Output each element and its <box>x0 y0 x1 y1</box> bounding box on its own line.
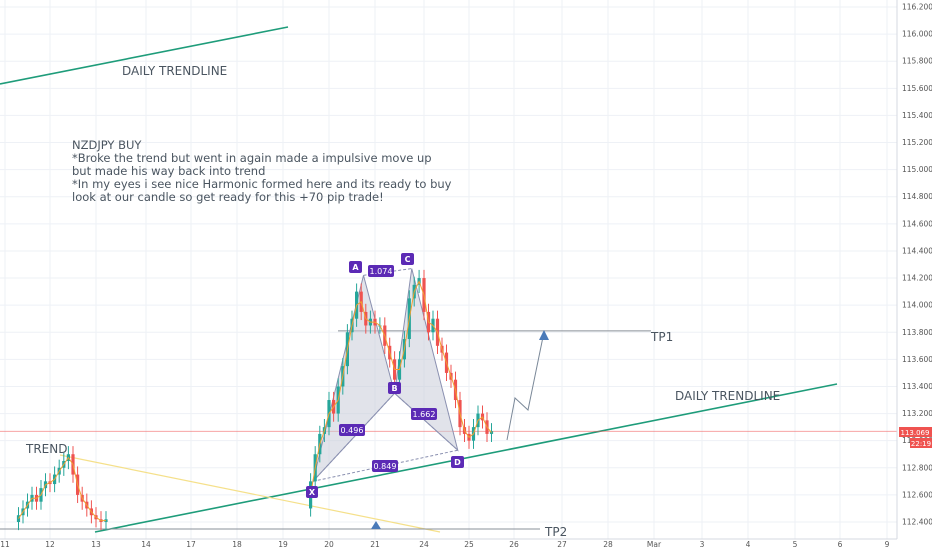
price-tick-label: 113.800 <box>902 328 932 337</box>
daily-trendline-top <box>0 26 289 85</box>
price-tick-label: 115.400 <box>902 111 932 120</box>
time-tick-label: 9 <box>885 540 890 549</box>
time-tick-label: 20 <box>324 540 334 549</box>
time-tick-label: 6 <box>838 540 843 549</box>
price-tick-label: 116.000 <box>902 30 932 39</box>
ratio-xb[interactable]: 0.496 <box>339 424 365 436</box>
moving-average-line <box>310 280 492 495</box>
point-d-label[interactable]: D <box>451 456 464 468</box>
time-tick-label: 14 <box>141 540 151 549</box>
ratio-ac-text: 1.074 <box>370 267 393 276</box>
current-price-text: 113.069 <box>901 429 930 437</box>
point-c-text: C <box>405 255 411 264</box>
overlays <box>371 330 549 529</box>
price-tick-label: 116.200 <box>902 3 932 12</box>
price-tick-label: 114.400 <box>902 246 932 255</box>
tp1-arrow-head <box>539 330 549 340</box>
time-tick-label: 4 <box>746 540 751 549</box>
price-tick-label: 114.200 <box>902 274 932 283</box>
ratio-bd[interactable]: 1.662 <box>411 408 437 420</box>
pattern-ac-line <box>363 268 412 276</box>
point-c-label[interactable]: C <box>401 253 414 265</box>
point-b-text: B <box>391 384 397 393</box>
time-tick-label: 3 <box>700 540 705 549</box>
price-axis[interactable] <box>897 0 932 550</box>
price-tick-label: 114.000 <box>902 301 932 310</box>
ratio-ac[interactable]: 1.074 <box>368 265 394 277</box>
time-tick-label: 19 <box>278 540 288 549</box>
time-axis[interactable] <box>0 539 932 550</box>
time-tick-label: 24 <box>419 540 429 549</box>
time-tick-label: 12 <box>45 540 55 549</box>
countdown-text: 22:19 <box>911 440 931 448</box>
tp1-label: TP1 <box>650 330 673 344</box>
note-line-2: *Broke the trend but went in again made … <box>72 151 432 165</box>
point-a-label[interactable]: A <box>349 261 362 273</box>
time-tick-label: 18 <box>232 540 242 549</box>
pattern-xb-line <box>312 392 395 482</box>
price-tick-label: 114.600 <box>902 219 932 228</box>
price-tick-label: 115.000 <box>902 165 932 174</box>
daily-trendline-bottom <box>94 383 838 533</box>
time-tick-label: 25 <box>464 540 474 549</box>
ratio-xd[interactable]: 0.849 <box>372 460 398 472</box>
note-line-3: but made his way back into trend <box>72 164 265 178</box>
point-d-text: D <box>454 458 461 467</box>
point-x-text: X <box>309 488 316 497</box>
grid-lines <box>0 0 897 539</box>
price-tick-label: 113.200 <box>902 409 932 418</box>
price-tick-label: 112.800 <box>902 463 932 472</box>
trend-line-yellow <box>59 454 441 533</box>
daily-trendline-top-label: DAILY TRENDLINE <box>122 64 227 78</box>
forecast-path <box>506 331 545 441</box>
price-tick-label: 112.600 <box>902 490 932 499</box>
moving-average-line <box>18 456 106 522</box>
note-line-1: NZDJPY BUY <box>72 138 142 152</box>
time-tick-label: 27 <box>557 540 567 549</box>
pattern-bd-line <box>394 392 459 451</box>
price-tick-label: 115.600 <box>902 84 932 93</box>
tp2-label: TP2 <box>544 525 567 539</box>
price-tick-label: 115.800 <box>902 57 932 66</box>
price-tick-label: 114.800 <box>902 192 932 201</box>
time-tick-label: 13 <box>91 540 101 549</box>
point-x-label[interactable]: X <box>306 486 318 498</box>
trend-label: TREND <box>25 442 67 456</box>
note-line-4: *In my eyes i see nice Harmonic formed h… <box>72 177 452 191</box>
time-tick-label: 26 <box>509 540 519 549</box>
time-tick-label: Mar <box>647 540 662 549</box>
ratio-bd-text: 1.662 <box>413 410 436 419</box>
point-a-text: A <box>352 263 359 272</box>
price-tick-label: 112.400 <box>902 518 932 527</box>
trade-note: NZDJPY BUY *Broke the trend but went in … <box>72 138 452 204</box>
note-line-5: look at our candle so get ready for this… <box>72 190 384 204</box>
current-price-tag: 113.069 22:19 <box>899 427 932 448</box>
ratio-xb-text: 0.496 <box>341 426 364 435</box>
time-tick-label: 21 <box>370 540 380 549</box>
time-tick-label: 11 <box>0 540 10 549</box>
time-tick-label: 17 <box>186 540 196 549</box>
price-tick-label: 113.600 <box>902 355 932 364</box>
price-axis-labels: 116.200 116.000 115.800 115.600 115.400 115.2… <box>902 3 932 527</box>
time-tick-label: 28 <box>603 540 613 549</box>
daily-trendline-bottom-label: DAILY TRENDLINE <box>675 389 780 403</box>
price-tick-label: 115.200 <box>902 138 932 147</box>
time-axis-labels: 11 12 13 14 17 18 19 20 21 24 25 26 27 28 Mar 3 4 5 6 9 <box>0 540 889 549</box>
time-tick-label: 5 <box>793 540 798 549</box>
price-tick-label: 113.400 <box>902 382 932 391</box>
ratio-xd-text: 0.849 <box>374 462 397 471</box>
candles <box>16 269 494 531</box>
tp2-arrow-head <box>371 521 381 529</box>
point-b-label[interactable]: B <box>388 382 401 394</box>
